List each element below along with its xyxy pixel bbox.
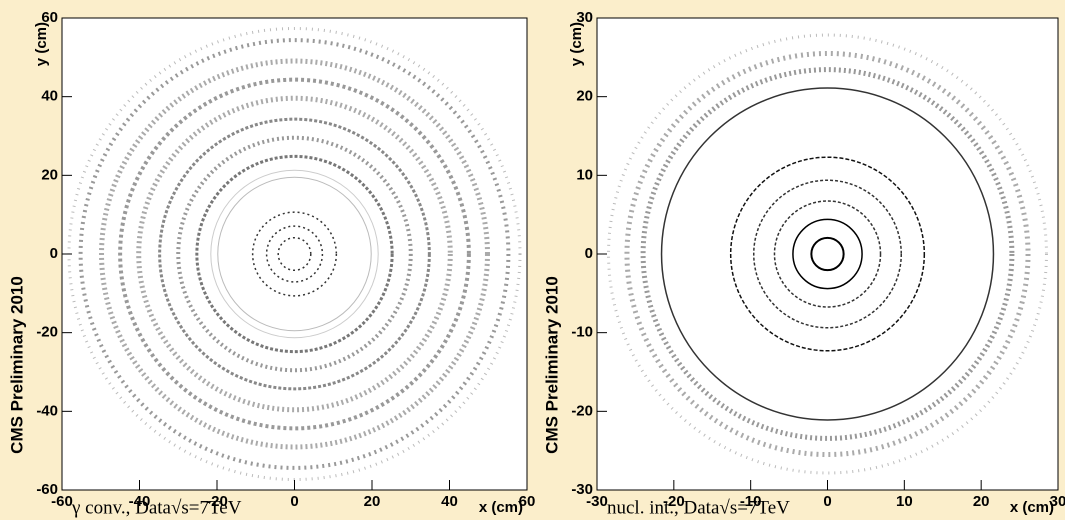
x-axis-label: x (cm): [1010, 499, 1054, 516]
density-ring: [265, 225, 324, 283]
density-ring: [136, 95, 453, 413]
density-ring: [99, 58, 490, 450]
y-tick-label: 60: [41, 9, 58, 26]
y-tick-label: 20: [576, 88, 593, 105]
density-ring: [640, 67, 1015, 441]
density-ring: [251, 211, 338, 297]
x-axis-label: x (cm): [479, 499, 523, 516]
density-ring: [660, 87, 995, 421]
density-ring: [773, 200, 882, 308]
x-tick-label: 0: [290, 493, 298, 510]
y-axis-label: y (cm): [568, 22, 585, 66]
y-tick-label: -20: [36, 324, 58, 341]
x-tick-label: 30: [1050, 493, 1065, 510]
y-tick-label: -40: [36, 402, 58, 419]
x-tick-label: -30: [586, 493, 608, 510]
density-ring: [729, 156, 926, 352]
y-tick-label: -10: [571, 324, 593, 341]
x-tick-label: 40: [441, 493, 458, 510]
density-ring: [277, 236, 312, 272]
beam-pipe: [810, 236, 845, 272]
annotation: CMS Preliminary 2010: [542, 276, 561, 454]
x-tick-label: 0: [823, 493, 831, 510]
density-ring: [158, 117, 431, 391]
y-axis-label: y (cm): [33, 22, 50, 66]
density-ring: [195, 154, 394, 354]
y-tick-label: 10: [576, 166, 593, 183]
x-tick-label: 20: [973, 493, 990, 510]
x-tick-label: 10: [896, 493, 913, 510]
x-tick-label: 20: [364, 493, 381, 510]
x-tick-label: -60: [51, 493, 73, 510]
y-tick-label: -20: [571, 402, 593, 419]
x-tick-label: -20: [663, 493, 685, 510]
density-ring: [176, 135, 413, 373]
x-tick-label: -10: [740, 493, 762, 510]
density-ring: [78, 38, 511, 470]
x-tick-label: -40: [129, 493, 151, 510]
caption: nucl. int., Data√s=7TeV: [607, 497, 790, 518]
density-ring: [118, 77, 471, 431]
plot-area: [596, 17, 1059, 491]
y-tick-label: 0: [585, 245, 593, 262]
density-ring: [792, 218, 863, 290]
y-tick-label: 40: [41, 88, 58, 105]
x-tick-label: 60: [519, 493, 536, 510]
density-ring: [217, 176, 372, 332]
y-tick-label: -60: [36, 481, 58, 498]
y-tick-label: 0: [50, 245, 58, 262]
annotation: CMS Preliminary 2010: [7, 276, 26, 454]
y-tick-label: 20: [41, 166, 58, 183]
y-tick-label: 30: [576, 9, 593, 26]
density-ring: [752, 179, 903, 329]
plot-area: [61, 17, 528, 491]
density-ring: [624, 50, 1031, 458]
density-ring: [210, 169, 379, 339]
y-tick-label: -30: [571, 481, 593, 498]
x-tick-label: -20: [206, 493, 228, 510]
caption: γ conv., Data√s=7TeV: [71, 497, 242, 518]
